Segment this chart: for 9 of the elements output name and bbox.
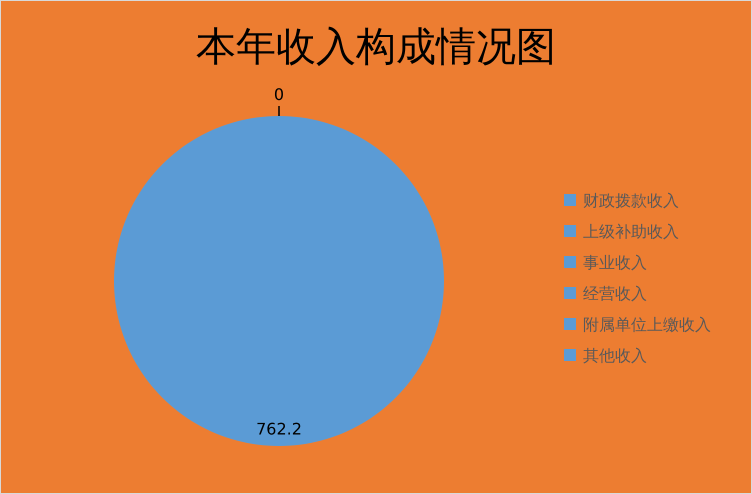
legend-label: 附属单位上缴收入	[583, 315, 711, 334]
legend-label: 其他收入	[583, 346, 647, 365]
legend-label: 事业收入	[583, 253, 647, 272]
chart-title: 本年收入构成情况图	[196, 24, 556, 70]
data-label: 762.2	[256, 420, 302, 438]
legend-label: 财政拨款收入	[583, 191, 679, 210]
legend-label: 上级补助收入	[583, 222, 679, 241]
legend-label: 经营收入	[583, 284, 647, 303]
text: 0	[274, 85, 284, 104]
